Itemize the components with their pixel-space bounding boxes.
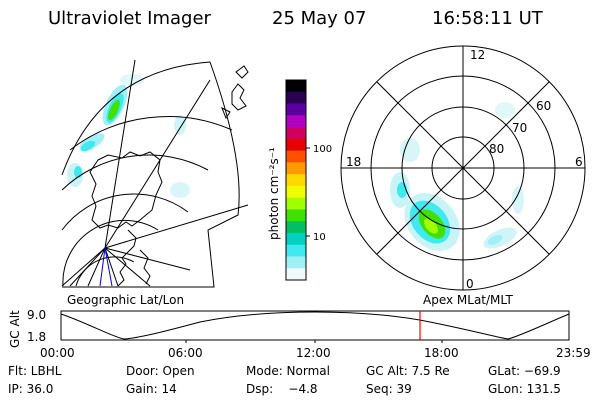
colorbar-segment	[286, 127, 306, 140]
mlt-label-12: 12	[470, 48, 485, 62]
colorbar-segment	[286, 138, 306, 152]
coastlines	[89, 65, 249, 287]
info-door: Door: Open	[126, 364, 195, 378]
right-map-caption: Apex MLat/MLT	[423, 293, 513, 307]
info-seq: Seq: 39	[366, 382, 412, 396]
info-mode: Mode: Normal	[246, 364, 330, 378]
colorbar-segment	[286, 244, 306, 258]
timeline-ytick-top: 9.0	[27, 308, 46, 322]
colorbar-segment	[286, 268, 306, 281]
mlt-label-6: 6	[575, 155, 583, 169]
mlt-label-0: 0	[466, 277, 474, 291]
spacecraft-track	[99, 247, 106, 287]
colorbar-segment	[286, 174, 306, 187]
info-glon: GLon: 131.5	[488, 382, 561, 396]
colorbar-segment	[286, 103, 306, 116]
info-dsp: Dsp: −4.8	[246, 382, 318, 396]
info-gc-alt: GC Alt: 7.5 Re	[366, 364, 450, 378]
mlt-label-18: 18	[346, 155, 361, 169]
polar-aurora	[390, 102, 524, 251]
altitude-curve	[60, 311, 570, 340]
instrument-title: Ultraviolet Imager	[48, 8, 211, 29]
timeline-xtick-3: 18:00	[424, 346, 459, 360]
colorbar-segment	[286, 162, 306, 175]
polar-map	[340, 45, 586, 291]
colorbar-frame	[285, 79, 307, 281]
mlat-label-70: 70	[512, 121, 527, 135]
longitude-lines	[61, 59, 249, 287]
timeline-xtick-0: 00:00	[40, 346, 75, 360]
colorbar-segment	[286, 197, 306, 211]
info-glat: GLat: −69.9	[488, 364, 561, 378]
info-gain: Gain: 14	[126, 382, 177, 396]
colorbar-label: photon cm⁻²s⁻¹	[267, 147, 281, 240]
info-ip: IP: 36.0	[8, 382, 54, 396]
colorbar-ticks	[306, 147, 310, 237]
time-label: 16:58:11 UT	[432, 8, 543, 29]
colorbar-segment	[286, 80, 306, 93]
colorbar-segment	[286, 91, 306, 105]
colorbar-segment	[286, 185, 306, 199]
colorbar-segment	[286, 209, 306, 222]
colorbar-tick-10: 10	[313, 232, 326, 243]
timeline-xtick-1: 06:00	[168, 346, 203, 360]
timeline-ylabel: GC Alt	[8, 310, 22, 348]
info-filter: Flt: LBHL	[8, 364, 62, 378]
timeline-ytick-bottom: 1.8	[27, 330, 46, 344]
timeline-xtick-2: 12:00	[296, 346, 331, 360]
altitude-timeline	[60, 310, 570, 343]
geographic-map	[61, 59, 249, 288]
colorbar-segment	[286, 115, 306, 128]
colorbar-segment	[286, 221, 306, 234]
colorbar-segment	[286, 232, 306, 246]
mlat-label-60: 60	[536, 99, 551, 113]
colorbar-segment	[286, 150, 306, 163]
left-aurora	[67, 74, 190, 198]
date-label: 25 May 07	[272, 8, 367, 29]
colorbar-segment	[286, 256, 306, 269]
colorbar	[286, 80, 306, 281]
colorbar-tick-100: 100	[313, 144, 332, 155]
mlat-label-80: 80	[489, 142, 504, 156]
timeline-xtick-4: 23:59	[556, 346, 591, 360]
left-map-caption: Geographic Lat/Lon	[67, 293, 184, 307]
map-boundary	[61, 61, 240, 288]
